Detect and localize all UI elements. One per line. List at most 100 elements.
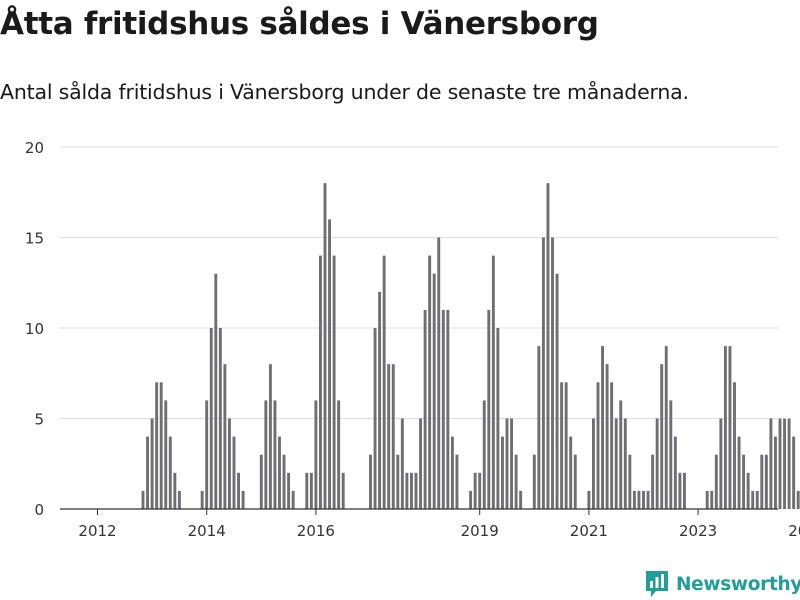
bar [209,328,213,509]
bar [410,472,413,509]
bar [214,273,218,509]
bar [319,255,322,509]
y-axis-ticks: 0 5 10 15 20 [25,139,44,519]
bar [150,418,154,509]
bar [396,454,400,509]
bar [146,436,149,509]
bar [573,454,577,509]
bar [423,309,427,509]
bar [478,472,482,509]
bar [719,418,723,509]
bar [596,382,600,509]
x-axis-ticks: 2012 2014 2016 2019 2021 2023 2025 [78,509,800,540]
bar [673,436,677,509]
bar [642,490,645,509]
bar [514,454,518,509]
bar [737,436,741,509]
x-tick-label: 2012 [78,522,116,540]
bar [783,418,786,509]
x-tick-label: 2023 [679,522,717,540]
bar [560,382,564,509]
bar [469,490,473,509]
bar [619,400,623,509]
bar [796,490,800,509]
bar [532,454,536,509]
bar [268,364,272,509]
bar [541,237,545,509]
bar [323,183,327,509]
bar [328,219,331,509]
bar [751,490,755,509]
x-tick-label: 2021 [570,522,608,540]
bars [141,183,800,509]
bar [369,454,372,509]
bar [760,454,764,509]
bar [683,472,686,509]
bar [337,400,341,509]
bar [678,472,682,509]
bar [387,364,391,509]
bar [482,400,486,509]
bar [774,436,777,509]
bar [623,418,627,509]
bar [601,346,604,509]
bar [632,490,636,509]
bar [264,400,268,509]
bar [414,472,418,509]
bar [728,346,732,509]
bar [432,273,436,509]
bar [505,418,509,509]
page-subtitle: Antal sålda fritidshus i Vänersborg unde… [0,80,689,104]
bar [141,490,145,509]
bar [546,183,550,509]
bar [259,454,263,509]
bar [400,418,404,509]
bar [605,364,609,509]
bar [705,490,709,509]
bar [159,382,163,509]
bar [419,418,422,509]
bar [441,309,445,509]
bar [519,490,523,509]
bar [510,418,513,509]
y-tick-label: 20 [25,139,44,157]
bar [168,436,172,509]
bar [551,237,554,509]
x-tick-label: 2025 [788,522,800,540]
bar [614,418,618,509]
bar [273,400,277,509]
bar [305,472,309,509]
bar [382,255,386,509]
bar [205,400,209,509]
bar [309,472,313,509]
bar [714,454,718,509]
bar [787,418,791,509]
brand-logo: Newsworthy [644,569,800,599]
bar [655,418,659,509]
bar [405,472,409,509]
bar [200,490,204,509]
page-title: Åtta fritidshus såldes i Vänersborg [0,6,599,42]
bar [155,382,159,509]
y-tick-label: 0 [34,501,44,519]
bar [628,454,632,509]
bar [491,255,495,509]
bar [314,400,318,509]
bar [241,490,245,509]
bar [446,309,450,509]
bar [173,472,177,509]
brand-name: Newsworthy [676,573,800,595]
bar [742,454,746,509]
bar [651,454,655,509]
bar [287,472,291,509]
bar [778,418,782,509]
bar [537,346,541,509]
bar [637,490,641,509]
bar [746,472,750,509]
bar [450,436,454,509]
bar [755,490,759,509]
bar [282,454,286,509]
bar [669,400,673,509]
bar [278,436,281,509]
